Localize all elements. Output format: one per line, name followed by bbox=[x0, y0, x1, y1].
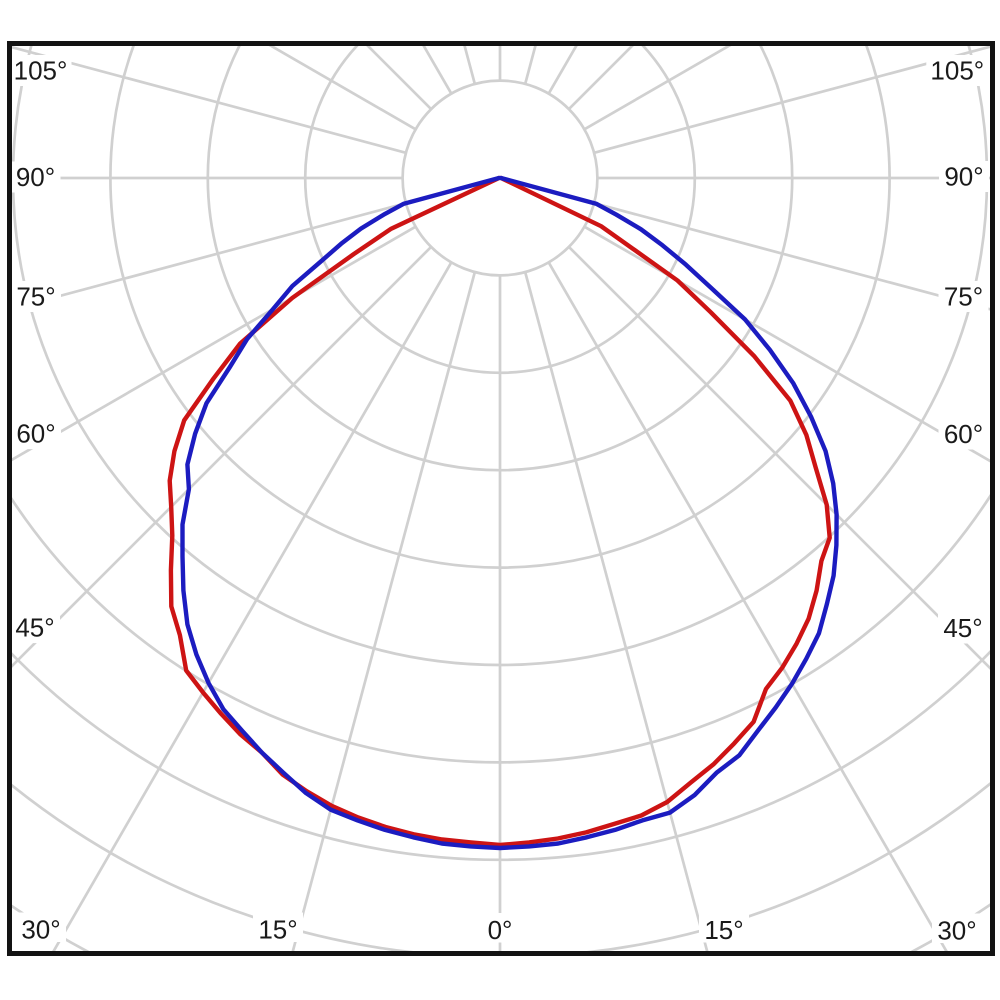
svg-text:0°: 0° bbox=[488, 915, 513, 945]
svg-text:60°: 60° bbox=[16, 419, 55, 449]
svg-text:60°: 60° bbox=[944, 419, 983, 449]
svg-text:90°: 90° bbox=[944, 162, 983, 192]
svg-text:30°: 30° bbox=[21, 915, 60, 945]
svg-text:15°: 15° bbox=[704, 915, 743, 945]
svg-text:105°: 105° bbox=[14, 56, 68, 86]
svg-text:90°: 90° bbox=[16, 162, 55, 192]
svg-text:105°: 105° bbox=[930, 56, 984, 86]
svg-text:75°: 75° bbox=[16, 282, 55, 312]
svg-text:45°: 45° bbox=[943, 613, 982, 643]
svg-text:15°: 15° bbox=[258, 915, 297, 945]
svg-text:75°: 75° bbox=[944, 282, 983, 312]
svg-text:30°: 30° bbox=[937, 916, 976, 946]
svg-text:45°: 45° bbox=[15, 613, 54, 643]
